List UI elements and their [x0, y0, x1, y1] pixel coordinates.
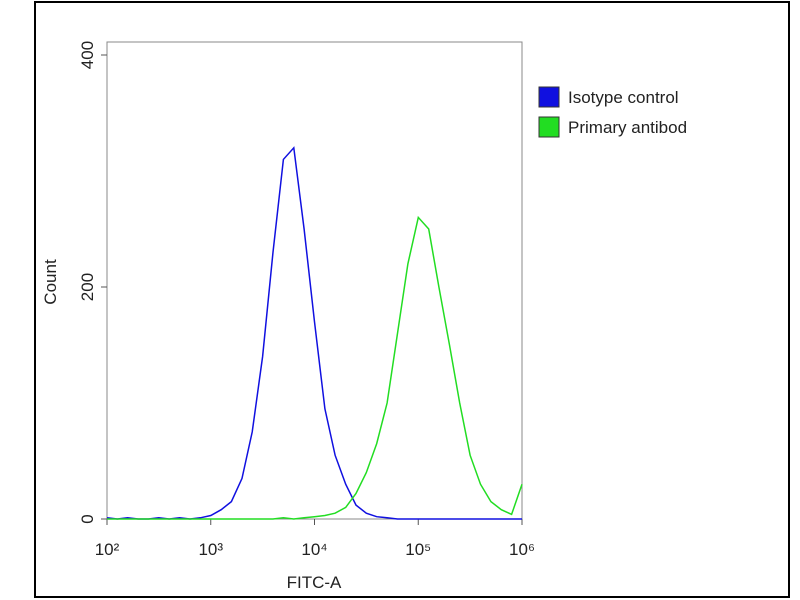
x-tick-label: 10⁵ — [405, 540, 431, 559]
series-line — [106, 146, 522, 520]
x-tick-label: 10⁶ — [509, 540, 535, 559]
y-tick-label: 200 — [78, 273, 97, 301]
legend-label: Isotype control — [568, 88, 679, 107]
y-tick-label: 0 — [78, 514, 97, 523]
legend-label: Primary antibod — [568, 118, 687, 137]
x-tick-label: 10² — [95, 540, 120, 559]
frame — [34, 1, 790, 598]
y-axis-label: Count — [41, 259, 60, 305]
x-tick-label: 10³ — [198, 540, 223, 559]
y-tick-label: 400 — [78, 41, 97, 69]
x-tick-label: 10⁴ — [301, 540, 327, 559]
legend-swatch — [538, 86, 560, 108]
legend-swatch — [538, 116, 560, 138]
series-line — [107, 215, 523, 520]
x-axis-label: FITC-A — [287, 573, 342, 592]
